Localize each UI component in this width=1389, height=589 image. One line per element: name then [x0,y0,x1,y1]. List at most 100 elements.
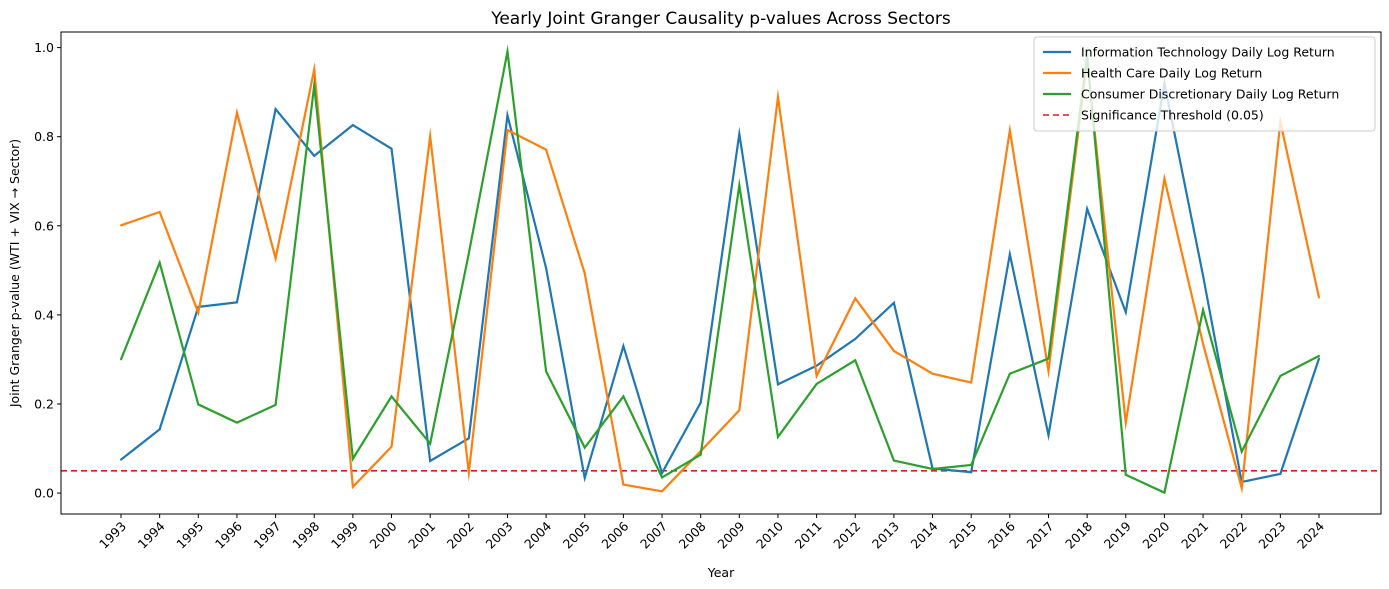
x-tick-label: 1995 [173,519,206,552]
data-point [1318,357,1320,360]
data-point [313,84,316,87]
x-tick-label: 2000 [367,518,400,551]
data-point [1124,421,1127,424]
data-point [120,358,122,361]
data-point [854,297,857,300]
data-point [1202,308,1205,311]
data-point [1202,342,1205,345]
data-point [197,311,200,314]
data-point [583,272,586,275]
x-tick-label: 2012 [830,519,863,552]
x-axis: 1993 1994 1995 1996 1997 1998 1999 2000 2001 2002… [96,514,1327,552]
legend-label: Consumer Discretionary Daily Log Return [1081,87,1339,102]
data-point [120,458,122,461]
data-point [197,403,200,406]
data-point [892,459,895,462]
legend-label: Information Technology Daily Log Return [1081,45,1335,60]
data-point [1124,473,1127,476]
data-point [622,395,625,398]
data-point [390,147,393,150]
data-point [506,50,509,53]
data-point [351,457,354,460]
y-tick-label: 0.6 [34,218,54,233]
data-point [738,133,741,136]
data-point [699,401,702,404]
legend-label: Health Care Daily Log Return [1081,66,1262,81]
data-point [738,184,741,187]
data-point [776,383,779,386]
data-point [854,359,857,362]
data-point [545,267,548,270]
data-point [429,459,432,462]
series-line [119,44,1320,495]
data-point [1202,274,1205,277]
chart-title: Yearly Joint Granger Causality p-values … [490,9,951,29]
y-tick-label: 0.0 [34,486,54,501]
y-tick-label: 1.0 [34,40,54,55]
data-point [120,224,122,227]
data-point [815,382,818,385]
data-point [815,374,818,377]
data-point [1124,311,1127,314]
data-point [622,345,625,348]
data-point [1008,129,1011,132]
x-tick-label: 1994 [135,518,168,551]
x-tick-label: 2002 [444,519,477,552]
y-tick-label: 0.8 [34,129,54,144]
x-tick-label: 2022 [1217,519,1250,552]
data-point [429,135,432,138]
data-point [583,476,586,479]
data-point [467,252,470,255]
data-point [661,490,664,493]
data-point [1318,354,1320,357]
data-point [1279,472,1282,475]
x-tick-label: 2024 [1294,518,1327,551]
data-point [545,370,548,373]
x-tick-label: 2001 [405,519,438,552]
data-point [274,403,277,406]
y-tick-label: 0.2 [34,396,54,411]
data-point [235,111,238,114]
data-point [274,108,277,111]
data-point [661,472,664,475]
x-axis-label: Year [707,565,735,580]
data-point [1008,253,1011,256]
x-tick-label: 2010 [753,518,786,551]
data-point [158,428,161,431]
legend-box [1033,36,1376,132]
x-tick-label: 1999 [328,518,361,551]
data-point [235,301,238,304]
data-point [158,210,161,213]
y-axis: 0.0 0.2 0.4 0.6 0.8 1.0 [34,40,61,501]
x-tick-label: 2017 [1024,519,1057,552]
data-point [1279,374,1282,377]
x-tick-label: 1998 [289,518,322,551]
x-tick-label: 2020 [1139,518,1172,551]
data-point [429,442,432,445]
plot-frame [60,31,1382,515]
x-tick-label: 2003 [482,519,515,552]
data-point [970,463,973,466]
data-point [970,381,973,384]
data-point [699,453,702,456]
series-lines [119,44,1321,495]
data-point [1047,434,1050,437]
data-point [1008,372,1011,375]
legend: Information Technology Daily Log Return H… [1033,36,1376,132]
x-tick-label: 2006 [598,518,631,551]
x-tick-label: 2018 [1062,518,1095,551]
y-tick-label: 0.4 [34,307,54,322]
y-axis-label: Joint Granger p-value (WTI + VIX → Secto… [7,139,22,408]
x-tick-label: 2004 [521,518,554,551]
x-tick-label: 2013 [869,519,902,552]
x-tick-label: 2005 [560,519,593,552]
x-tick-label: 2021 [1178,519,1211,552]
data-point [1163,177,1166,180]
x-tick-label: 2014 [908,518,941,551]
data-point [1163,491,1166,494]
data-point [274,257,277,260]
data-point [313,68,316,71]
x-tick-label: 1996 [212,518,245,551]
x-tick-label: 2023 [1255,519,1288,552]
